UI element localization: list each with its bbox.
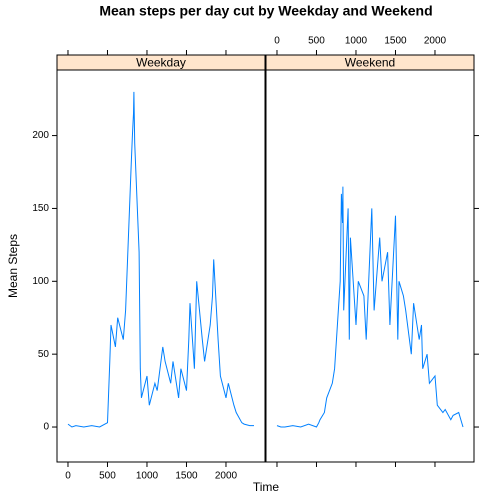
- panel-frame: [56, 69, 266, 463]
- x-tick-label: 0: [274, 36, 280, 47]
- y-tick-label: 100: [32, 276, 49, 287]
- x-tick-label: 1000: [136, 471, 159, 482]
- y-tick-label: 0: [43, 422, 49, 433]
- chart-title: Mean steps per day cut by Weekday and We…: [99, 3, 432, 19]
- strip-label: Weekend: [345, 56, 395, 70]
- x-tick-label: 0: [65, 471, 71, 482]
- y-tick-label: 200: [32, 130, 49, 141]
- x-tick-label: 1500: [175, 471, 198, 482]
- x-tick-label: 2000: [424, 36, 447, 47]
- y-tick-label: 150: [32, 203, 49, 214]
- x-tick-label: 1500: [384, 36, 407, 47]
- y-tick-label: 50: [38, 349, 50, 360]
- x-tick-label: 1000: [345, 36, 368, 47]
- strip-label: Weekday: [136, 56, 186, 70]
- data-line: [276, 186, 464, 428]
- y-axis-label: Mean Steps: [6, 234, 20, 298]
- x-axis-label: Time: [253, 480, 280, 494]
- x-tick-label: 500: [308, 36, 325, 47]
- x-tick-label: 500: [99, 471, 116, 482]
- data-line: [67, 91, 254, 428]
- panel-frame: [265, 69, 475, 463]
- x-tick-label: 2000: [215, 471, 238, 482]
